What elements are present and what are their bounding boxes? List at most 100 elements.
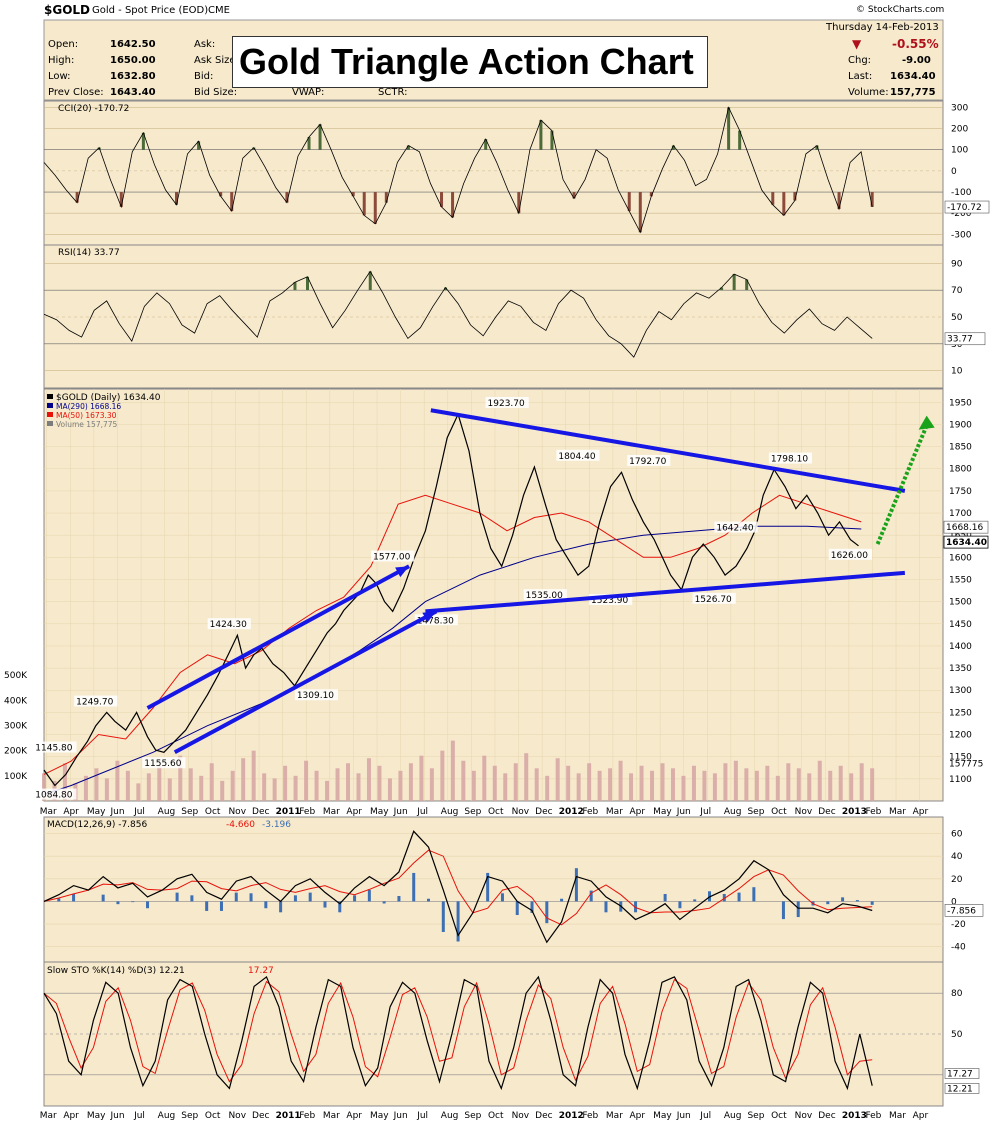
volume-bar (335, 768, 340, 801)
volume-last-value: 157775 (949, 759, 983, 769)
volume-bar (199, 775, 204, 801)
legend-label: MA(290) 1668.16 (56, 402, 121, 411)
volume-bar (377, 765, 382, 801)
x-tick-label-bottom: Mar (606, 1111, 623, 1121)
volume-bar (817, 760, 822, 801)
exchange: CME (208, 5, 230, 16)
volume-bar (587, 763, 592, 801)
change-value: -9.00 (902, 55, 931, 66)
x-tick-label-bottom: Apr (913, 1111, 929, 1121)
volume-bar (167, 778, 172, 801)
volume-bar (241, 758, 246, 801)
x-tick-label: Dec (818, 807, 835, 817)
price-point-label: 1084.80 (35, 791, 72, 801)
volume-bar (408, 763, 413, 801)
price-line (43, 412, 859, 787)
price-point-label: 1535.00 (526, 591, 563, 601)
price-last-value: 1634.40 (946, 538, 987, 548)
x-tick-label: Dec (535, 807, 552, 817)
x-tick-label: 2013 (842, 807, 867, 817)
price-label-bg (414, 614, 458, 626)
rsi-line (43, 270, 873, 358)
x-tick-label: 2011 (276, 807, 301, 817)
x-tick-label: May (87, 807, 106, 817)
x-tick-label-bottom: 2012 (559, 1111, 584, 1121)
volume-bar (136, 783, 141, 801)
x-tick-label: Mar (323, 807, 340, 817)
percent-change: -0.55% (892, 37, 939, 51)
volume-bar (450, 740, 455, 801)
volume-bar (230, 770, 235, 801)
macd-panel (43, 816, 944, 963)
x-tick-label: Sep (464, 807, 481, 817)
breakout-arrow-line (875, 424, 929, 545)
price-point-label: 1249.70 (76, 698, 113, 708)
price-point-label: 1155.60 (144, 759, 181, 769)
x-tick-label: Feb (865, 807, 881, 817)
sto-k-line (43, 975, 873, 1091)
volume-bar (650, 770, 655, 801)
volume-bar (272, 778, 277, 801)
x-tick-label: May (370, 807, 389, 817)
x-tick-label-bottom: Jul (133, 1111, 145, 1121)
x-tick-label: Feb (299, 807, 315, 817)
x-tick-label: Aug (158, 807, 176, 817)
volume-bar (146, 773, 151, 801)
macd-title: MACD(12,26,9) -7.856 (47, 820, 148, 830)
price-tick-label: 1200 (949, 731, 972, 741)
volume-bar (178, 755, 183, 801)
macd-tick-label: -20 (951, 920, 966, 930)
volume-value: 157,775 (890, 87, 936, 98)
price-point-label: 1792.70 (629, 457, 666, 467)
volume-bar (314, 770, 319, 801)
ma290-last-value: 1668.16 (946, 523, 983, 533)
rsi-panel (43, 244, 944, 389)
cci-line (43, 106, 873, 234)
macd-signal-label: -4.660 (226, 820, 255, 830)
prev-close-value: 1643.40 (110, 87, 156, 98)
x-tick-label-bottom: Sep (747, 1111, 764, 1121)
price-label-bg (371, 550, 415, 562)
x-tick-label: Jun (110, 807, 125, 817)
price-tick-label: 1100 (949, 775, 972, 785)
price-tick-label: 1550 (949, 575, 972, 585)
sto-tick-label: 50 (951, 1030, 963, 1040)
bid-label: Bid: (194, 71, 214, 82)
price-point-label: 1642.40 (716, 524, 753, 534)
price-point-label: 1478.30 (417, 616, 454, 626)
volume-bar (461, 760, 466, 801)
x-tick-label-bottom: Mar (40, 1111, 57, 1121)
volume-bar (597, 770, 602, 801)
x-tick-label-bottom: May (87, 1111, 106, 1121)
x-tick-label: Feb (582, 807, 598, 817)
price-last-tag (943, 535, 989, 549)
x-tick-label-bottom: Nov (512, 1111, 530, 1121)
high-value: 1650.00 (110, 55, 156, 66)
x-tick-label: Apr (913, 807, 929, 817)
macd-hist-label: -3.196 (262, 820, 291, 830)
volume-bar (220, 780, 225, 801)
x-tick-label-bottom: Oct (771, 1111, 787, 1121)
volume-bar (744, 768, 749, 801)
price-label-bg (33, 788, 77, 800)
volume-label: Volume: (848, 87, 889, 98)
volume-bar (346, 763, 351, 801)
open-label: Open: (48, 39, 79, 50)
volume-bar (828, 770, 833, 801)
x-tick-label-bottom: Sep (464, 1111, 481, 1121)
volume-bar (870, 768, 875, 801)
price-tick-label: 1750 (949, 487, 972, 497)
x-tick-label: Jun (676, 807, 691, 817)
x-tick-label: Jun (393, 807, 408, 817)
volume-tick-label: 500K (4, 671, 28, 681)
price-tick-label: 1450 (949, 620, 972, 630)
site-credit: © StockCharts.com (856, 5, 945, 15)
x-tick-label-bottom: Jul (699, 1111, 711, 1121)
sto-title: Slow STO %K(14) %D(3) 12.21 (47, 966, 185, 976)
legend-swatch (47, 421, 53, 426)
rsi-tick-label: 50 (951, 313, 963, 323)
x-tick-label-bottom: May (653, 1111, 672, 1121)
triangle-trend-line (146, 564, 411, 710)
x-tick-label-bottom: Jun (393, 1111, 408, 1121)
